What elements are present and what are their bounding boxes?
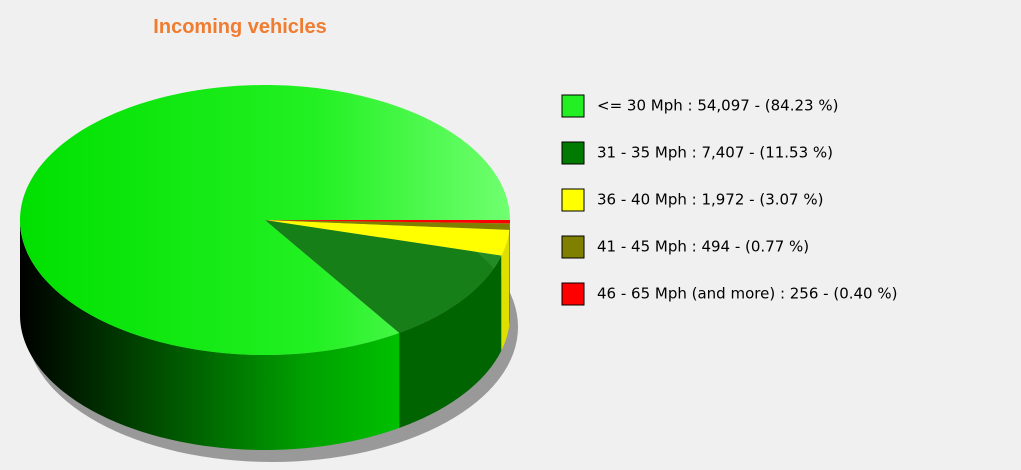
slice-side [399, 255, 502, 428]
legend-label: 36 - 40 Mph : 1,972 - (3.07 %) [597, 191, 823, 209]
legend-swatch [561, 235, 585, 259]
slice [20, 85, 510, 355]
legend-label: 41 - 45 Mph : 494 - (0.77 %) [597, 238, 809, 256]
legend-label: 46 - 65 Mph (and more) : 256 - (0.40 %) [597, 285, 897, 303]
legend-swatch [561, 282, 585, 306]
slice-side [20, 220, 400, 450]
slice [265, 220, 510, 230]
legend-label: <= 30 Mph : 54,097 - (84.23 %) [597, 97, 838, 115]
chart-title: Incoming vehicles [153, 16, 326, 38]
slice-side [509, 223, 510, 325]
legend-label: 31 - 35 Mph : 7,407 - (11.53 %) [597, 144, 833, 162]
legend-swatch [561, 141, 585, 165]
legend-swatch [561, 188, 585, 212]
slice-side [501, 229, 510, 351]
slice [265, 220, 510, 256]
slice [265, 220, 502, 333]
legend-swatch [561, 94, 585, 118]
slice [265, 220, 510, 224]
